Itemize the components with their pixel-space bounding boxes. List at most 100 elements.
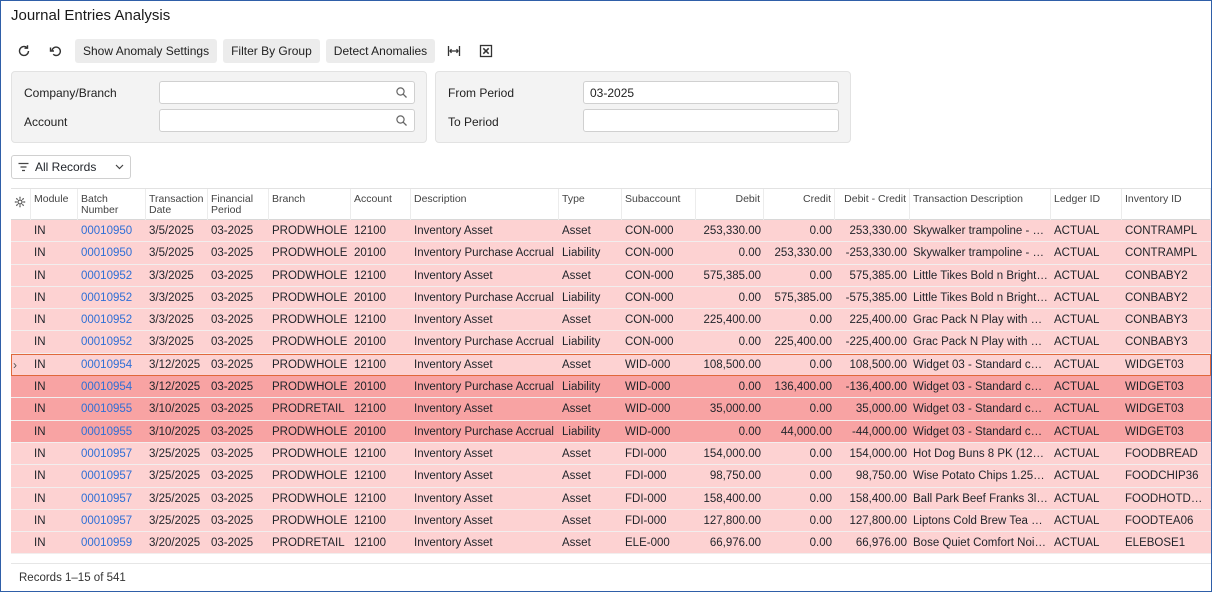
table-row[interactable]: IN 00010955 3/10/2025 03-2025 PRODWHOLE 20100… [11, 420, 1211, 443]
cell-inventory-id: WIDGET03 [1125, 381, 1184, 394]
cell-transaction-description: Little Tikes Bold n Bright Toy [913, 269, 1051, 282]
search-icon[interactable] [395, 114, 408, 127]
from-period-input[interactable]: 03-2025 [583, 81, 839, 104]
cell-type: Liability [562, 291, 601, 304]
table-row[interactable]: IN 00010957 3/25/2025 03-2025 PRODWHOLE 12100… [11, 442, 1211, 466]
table-row[interactable]: IN 00010950 3/5/2025 03-2025 PRODWHOLE 20100 I… [11, 242, 1211, 265]
column-settings-icon[interactable] [11, 189, 31, 220]
cell-batch-number[interactable]: 00010957 [81, 514, 133, 527]
cell-debit-credit: 108,500.00 [849, 358, 907, 371]
cell-debit: 225,400.00 [703, 314, 761, 327]
cell-batch-number[interactable]: 00010952 [81, 291, 133, 304]
cell-subaccount: FDI-000 [625, 514, 667, 527]
cell-account: 12100 [354, 269, 386, 282]
cell-type: Asset [562, 225, 591, 237]
cell-batch-number[interactable]: 00010954 [81, 358, 133, 371]
cell-batch-number[interactable]: 00010954 [81, 381, 133, 394]
cell-description: Inventory Asset [414, 314, 493, 327]
header-module[interactable]: Module [31, 189, 78, 220]
cell-batch-number[interactable]: 00010952 [81, 336, 133, 349]
cell-transaction-date: 3/12/2025 [149, 358, 201, 371]
cell-batch-number[interactable]: 00010957 [81, 470, 133, 483]
refresh-icon[interactable] [11, 39, 37, 63]
cell-debit-credit: 154,000.00 [849, 447, 907, 460]
cell-batch-number[interactable]: 00010950 [81, 225, 133, 237]
table-row[interactable]: IN 00010952 3/3/2025 03-2025 PRODWHOLE 12100 I… [11, 264, 1211, 287]
cell-branch: PRODWHOLE [272, 269, 348, 282]
table-row[interactable]: IN 00010955 3/10/2025 03-2025 PRODRETAIL 1210… [11, 398, 1211, 421]
cell-credit: 575,385.00 [774, 291, 832, 304]
table-row[interactable]: IN 00010957 3/25/2025 03-2025 PRODWHOLE 12100… [11, 465, 1211, 488]
header-ledger-id[interactable]: Ledger ID [1051, 189, 1122, 220]
filter-by-group-button[interactable]: Filter By Group [223, 39, 320, 63]
undo-icon[interactable] [43, 39, 69, 63]
header-inventory-id[interactable]: Inventory ID [1122, 189, 1211, 220]
cell-transaction-description: Bose Quiet Comfort Noise Cancel [913, 537, 1051, 550]
cell-branch: PRODWHOLE [272, 514, 348, 527]
cell-module: IN [34, 537, 46, 550]
fit-columns-icon[interactable] [441, 39, 467, 63]
table-row[interactable]: › IN 00010954 3/12/2025 03-2025 PRODWHOLE 1210… [11, 353, 1211, 377]
table-row[interactable]: IN 00010952 3/3/2025 03-2025 PRODWHOLE 12100 I… [11, 309, 1211, 332]
table-row[interactable]: IN 00010952 3/3/2025 03-2025 PRODWHOLE 20100 I… [11, 286, 1211, 310]
cell-batch-number[interactable]: 00010950 [81, 247, 133, 260]
table-row[interactable]: IN 00010952 3/3/2025 03-2025 PRODWHOLE 20100 I… [11, 331, 1211, 354]
cell-type: Asset [562, 514, 591, 527]
cell-ledger-id: ACTUAL [1054, 470, 1100, 483]
cell-batch-number[interactable]: 00010952 [81, 269, 133, 282]
header-branch[interactable]: Branch [269, 189, 351, 220]
cell-financial-period: 03-2025 [211, 492, 254, 505]
header-debit[interactable]: Debit [696, 189, 764, 220]
header-description[interactable]: Description [411, 189, 559, 220]
detect-anomalies-button[interactable]: Detect Anomalies [325, 39, 436, 63]
header-subaccount[interactable]: Subaccount [622, 189, 696, 220]
cell-debit: 108,500.00 [703, 358, 761, 371]
cell-transaction-date: 3/3/2025 [149, 336, 194, 349]
header-account[interactable]: Account [351, 189, 411, 220]
cell-transaction-date: 3/25/2025 [149, 470, 201, 483]
cell-credit: 44,000.00 [780, 425, 832, 438]
cell-type: Asset [562, 447, 591, 460]
company-branch-input[interactable] [159, 81, 415, 104]
cell-batch-number[interactable]: 00010952 [81, 314, 133, 327]
table-row[interactable]: IN 00010954 3/12/2025 03-2025 PRODWHOLE 20100… [11, 376, 1211, 399]
to-period-input[interactable] [583, 109, 839, 132]
cell-debit-credit: -253,330.00 [845, 247, 907, 260]
row-expand-chevron-icon[interactable]: › [13, 357, 17, 372]
page-title: Journal Entries Analysis [11, 7, 171, 24]
cell-batch-number[interactable]: 00010955 [81, 425, 133, 438]
cell-credit: 0.00 [809, 492, 832, 505]
cell-module: IN [34, 492, 46, 505]
cell-financial-period: 03-2025 [211, 403, 254, 416]
header-type[interactable]: Type [559, 189, 622, 220]
header-credit[interactable]: Credit [764, 189, 835, 220]
table-row[interactable]: IN 00010950 3/5/2025 03-2025 PRODWHOLE 12100 I… [11, 220, 1211, 243]
cell-module: IN [34, 225, 46, 237]
header-transaction-description[interactable]: Transaction Description [910, 189, 1051, 220]
show-anomaly-settings-button[interactable]: Show Anomaly Settings [75, 39, 218, 63]
table-row[interactable]: IN 00010957 3/25/2025 03-2025 PRODWHOLE 12100… [11, 509, 1211, 533]
table-row[interactable]: IN 00010959 3/20/2025 03-2025 PRODRETAIL 1210… [11, 532, 1211, 555]
account-input[interactable] [159, 109, 415, 132]
cell-ledger-id: ACTUAL [1054, 447, 1100, 460]
cell-batch-number[interactable]: 00010955 [81, 403, 133, 416]
cell-transaction-date: 3/5/2025 [149, 225, 194, 237]
cell-batch-number[interactable]: 00010957 [81, 447, 133, 460]
header-batch-number[interactable]: Batch Number [78, 189, 146, 220]
cell-account: 12100 [354, 537, 386, 550]
cell-ledger-id: ACTUAL [1054, 492, 1100, 505]
excel-export-icon[interactable] [473, 39, 499, 63]
header-transaction-date[interactable]: Transaction Date [146, 189, 208, 220]
cell-branch: PRODWHOLE [272, 247, 348, 260]
cell-batch-number[interactable]: 00010959 [81, 537, 133, 550]
cell-financial-period: 03-2025 [211, 447, 254, 460]
table-row[interactable]: IN 00010957 3/25/2025 03-2025 PRODWHOLE 12100… [11, 487, 1211, 510]
header-debit-credit[interactable]: Debit - Credit [835, 189, 910, 220]
grid-body: IN 00010950 3/5/2025 03-2025 PRODWHOLE 12100 I… [11, 220, 1211, 555]
cell-inventory-id: FOODBREAD [1125, 447, 1198, 460]
records-filter-dropdown[interactable]: All Records [11, 155, 131, 179]
cell-batch-number[interactable]: 00010957 [81, 492, 133, 505]
cell-credit: 0.00 [809, 537, 832, 550]
header-financial-period[interactable]: Financial Period [208, 189, 269, 220]
search-icon[interactable] [395, 86, 408, 99]
